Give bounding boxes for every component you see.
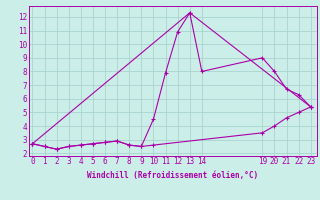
X-axis label: Windchill (Refroidissement éolien,°C): Windchill (Refroidissement éolien,°C)	[87, 171, 258, 180]
